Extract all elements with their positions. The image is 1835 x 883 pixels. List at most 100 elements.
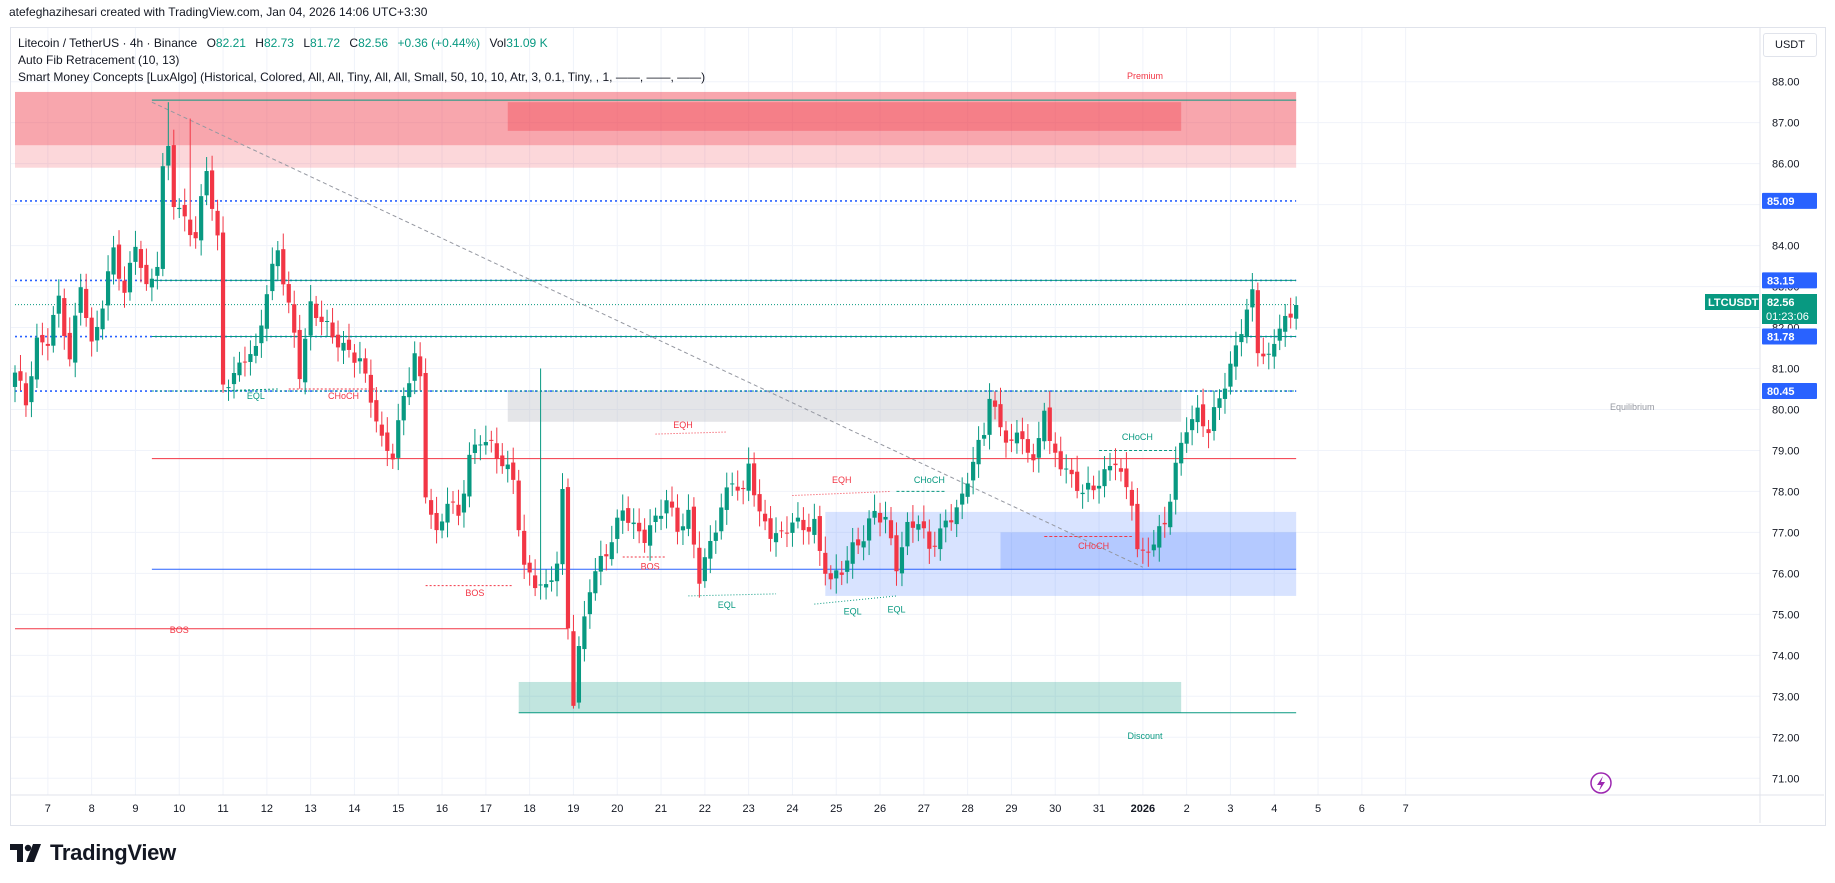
- candle[interactable]: [1140, 537, 1145, 564]
- candle[interactable]: [226, 379, 231, 401]
- candle[interactable]: [1184, 417, 1189, 453]
- candle[interactable]: [921, 505, 926, 539]
- candle[interactable]: [943, 509, 948, 543]
- candle[interactable]: [45, 328, 50, 361]
- candle[interactable]: [292, 290, 297, 348]
- candle[interactable]: [29, 361, 34, 418]
- candle[interactable]: [335, 320, 341, 362]
- candle[interactable]: [111, 235, 116, 285]
- candle[interactable]: [149, 268, 154, 302]
- candle[interactable]: [998, 387, 1003, 437]
- candle[interactable]: [1086, 466, 1091, 503]
- candle[interactable]: [1031, 443, 1036, 473]
- candle[interactable]: [1014, 420, 1020, 454]
- candle[interactable]: [571, 614, 576, 709]
- candle[interactable]: [1294, 296, 1299, 330]
- indicator-fib[interactable]: Auto Fib Retracement (10, 13): [18, 53, 180, 67]
- candle[interactable]: [637, 508, 642, 544]
- fib-trendline[interactable]: [151, 101, 1144, 568]
- candle[interactable]: [193, 216, 198, 249]
- candle[interactable]: [483, 425, 488, 455]
- candle[interactable]: [1277, 314, 1282, 351]
- candle[interactable]: [210, 155, 215, 221]
- candle[interactable]: [1080, 484, 1085, 509]
- candle[interactable]: [626, 496, 631, 532]
- candle[interactable]: [439, 513, 445, 539]
- candle[interactable]: [418, 342, 423, 391]
- candle[interactable]: [554, 551, 560, 597]
- candle[interactable]: [105, 255, 111, 321]
- candle[interactable]: [511, 447, 516, 495]
- candle[interactable]: [533, 559, 538, 597]
- candle[interactable]: [894, 522, 899, 586]
- candle[interactable]: [368, 359, 373, 418]
- candle[interactable]: [883, 501, 888, 534]
- candle[interactable]: [248, 340, 253, 376]
- candle[interactable]: [34, 323, 39, 389]
- candle[interactable]: [303, 328, 308, 395]
- candle[interactable]: [467, 442, 472, 508]
- candle[interactable]: [1025, 424, 1030, 463]
- candle[interactable]: [242, 346, 248, 377]
- candle[interactable]: [204, 157, 209, 206]
- candle[interactable]: [905, 512, 910, 556]
- candle[interactable]: [122, 266, 127, 308]
- candle[interactable]: [1069, 458, 1074, 488]
- candle[interactable]: [773, 517, 779, 557]
- candle[interactable]: [434, 496, 439, 544]
- candle[interactable]: [1228, 351, 1233, 395]
- candle[interactable]: [664, 489, 669, 529]
- candle[interactable]: [845, 546, 850, 584]
- candle[interactable]: [1113, 448, 1118, 481]
- candle[interactable]: [680, 513, 686, 546]
- candle[interactable]: [429, 488, 434, 529]
- candle[interactable]: [730, 472, 735, 497]
- candle[interactable]: [1036, 421, 1041, 473]
- candle[interactable]: [1217, 389, 1222, 421]
- candle[interactable]: [1146, 537, 1151, 567]
- candle[interactable]: [379, 411, 384, 447]
- candle[interactable]: [445, 487, 450, 538]
- candle[interactable]: [1124, 452, 1129, 500]
- candle[interactable]: [396, 403, 401, 471]
- candle[interactable]: [275, 241, 280, 282]
- candle[interactable]: [669, 486, 675, 517]
- candle[interactable]: [1288, 297, 1293, 329]
- candle[interactable]: [560, 473, 565, 575]
- candle[interactable]: [1091, 475, 1096, 500]
- candle[interactable]: [319, 300, 324, 336]
- candle[interactable]: [1020, 417, 1025, 455]
- candle[interactable]: [1162, 506, 1167, 538]
- candle[interactable]: [1042, 402, 1047, 450]
- candle[interactable]: [1096, 470, 1102, 504]
- candle[interactable]: [620, 494, 625, 534]
- candle[interactable]: [790, 513, 795, 547]
- candle[interactable]: [949, 504, 954, 531]
- candle[interactable]: [861, 525, 866, 561]
- candle[interactable]: [461, 480, 467, 528]
- candle[interactable]: [817, 505, 822, 566]
- candle[interactable]: [713, 520, 718, 554]
- candle[interactable]: [587, 579, 592, 629]
- candle[interactable]: [160, 152, 165, 277]
- candle[interactable]: [1283, 303, 1288, 347]
- candle[interactable]: [538, 368, 543, 600]
- candle[interactable]: [199, 184, 204, 256]
- candle[interactable]: [976, 426, 981, 478]
- candle[interactable]: [177, 198, 182, 219]
- candle[interactable]: [116, 230, 122, 291]
- candle[interactable]: [1047, 391, 1052, 455]
- candle[interactable]: [932, 531, 937, 557]
- currency-selector[interactable]: USDT: [1763, 33, 1817, 57]
- candle[interactable]: [927, 519, 932, 564]
- candle[interactable]: [494, 427, 499, 474]
- candle[interactable]: [73, 302, 78, 378]
- candle[interactable]: [62, 288, 67, 350]
- candle[interactable]: [133, 230, 138, 275]
- candle[interactable]: [1168, 493, 1173, 535]
- candle[interactable]: [565, 478, 571, 640]
- candle[interactable]: [522, 514, 527, 580]
- candle[interactable]: [609, 525, 614, 566]
- candle[interactable]: [576, 636, 582, 709]
